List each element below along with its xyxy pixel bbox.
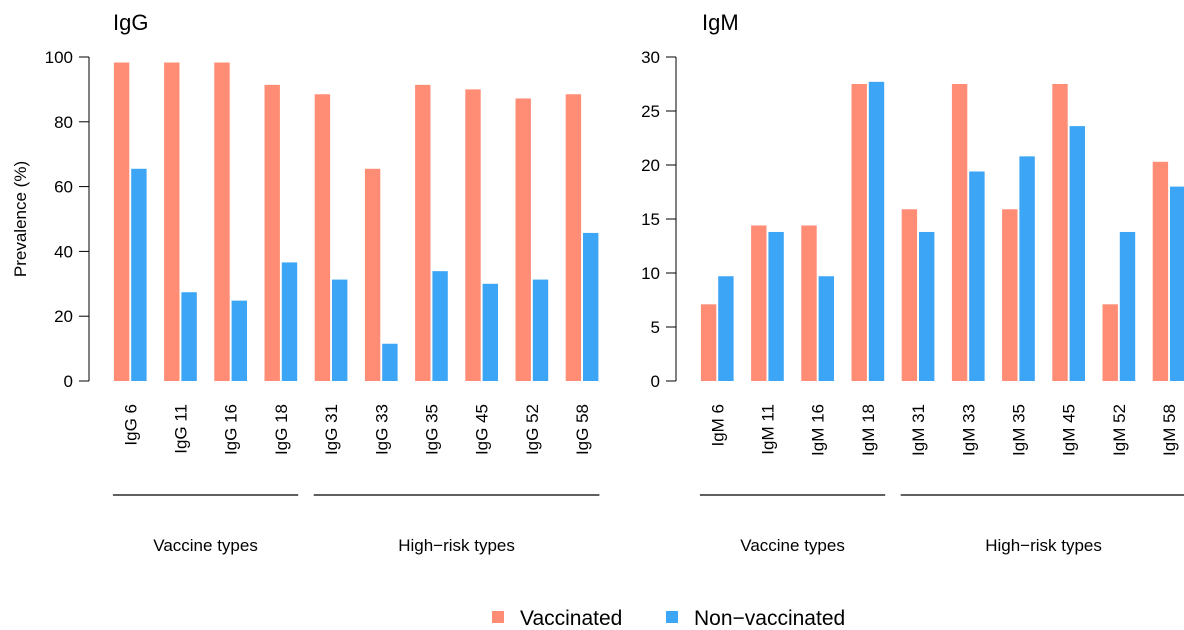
bar-vaccinated-igm-11 bbox=[751, 225, 767, 381]
bar-vaccinated-igm-52 bbox=[1102, 304, 1118, 381]
bar-non-vaccinated-igg-18 bbox=[281, 262, 298, 381]
x-tick-label: IgG 45 bbox=[473, 404, 492, 455]
chart-panel-igg: IgG Prevalence (%) 0 20 40 60 80 100 IgG 6 IgG 11… bbox=[11, 10, 600, 555]
bar-vaccinated-igg-11 bbox=[164, 62, 180, 382]
bar-non-vaccinated-igm-58 bbox=[1170, 186, 1184, 381]
bar-non-vaccinated-igm-35 bbox=[1019, 156, 1035, 381]
bar-non-vaccinated-igm-45 bbox=[1069, 126, 1085, 382]
bar-vaccinated-igm-31 bbox=[901, 209, 918, 381]
legend: Vaccinated Non−vaccinated bbox=[492, 607, 845, 630]
bar-non-vaccinated-igm-6 bbox=[718, 276, 734, 381]
y-tick-label: 40 bbox=[54, 242, 73, 261]
bar-non-vaccinated-igg-6 bbox=[131, 168, 147, 381]
bar-non-vaccinated-igg-35 bbox=[432, 271, 448, 381]
bar-non-vaccinated-igg-11 bbox=[181, 292, 197, 381]
bar-vaccinated-igm-33 bbox=[951, 84, 968, 381]
x-tick-label: IgG 11 bbox=[171, 404, 190, 454]
bar-vaccinated-igm-35 bbox=[1002, 209, 1018, 381]
x-tick-label: IgM 18 bbox=[859, 404, 878, 456]
bar-vaccinated-igm-6 bbox=[700, 304, 717, 381]
bar-vaccinated-igg-18 bbox=[264, 84, 280, 381]
x-tick-label: IgG 16 bbox=[222, 404, 241, 455]
y-tick-label: 30 bbox=[641, 48, 660, 67]
x-tick-label: IgM 45 bbox=[1060, 404, 1079, 456]
bar-non-vaccinated-igm-33 bbox=[969, 171, 985, 381]
group-label: Vaccine types bbox=[740, 536, 845, 555]
bar-vaccinated-igg-6 bbox=[113, 62, 130, 382]
y-tick-label: 20 bbox=[54, 307, 73, 326]
bar-vaccinated-igg-16 bbox=[214, 62, 230, 382]
chart-title: IgG bbox=[113, 10, 148, 35]
bar-vaccinated-igm-58 bbox=[1152, 161, 1169, 381]
bar-non-vaccinated-igm-16 bbox=[818, 276, 834, 381]
bar-vaccinated-igm-18 bbox=[851, 84, 867, 381]
x-tick-label: IgG 31 bbox=[322, 404, 341, 455]
x-tick-label: IgM 33 bbox=[959, 404, 978, 456]
bar-non-vaccinated-igm-11 bbox=[768, 231, 784, 381]
bar-non-vaccinated-igg-52 bbox=[532, 279, 549, 381]
bar-vaccinated-igg-45 bbox=[465, 89, 481, 382]
legend-swatch-vaccinated bbox=[492, 611, 504, 623]
bar-vaccinated-igg-33 bbox=[364, 168, 381, 381]
bar-vaccinated-igm-45 bbox=[1052, 84, 1068, 381]
group-label: High−risk types bbox=[398, 536, 515, 555]
y-tick-label: 0 bbox=[651, 372, 660, 391]
bar-vaccinated-igg-31 bbox=[314, 94, 331, 381]
bar-vaccinated-igg-52 bbox=[515, 98, 531, 382]
bar-non-vaccinated-igg-16 bbox=[231, 300, 247, 381]
x-tick-label: IgM 6 bbox=[708, 404, 727, 447]
bar-vaccinated-igg-35 bbox=[415, 84, 431, 381]
legend-label: Non−vaccinated bbox=[694, 607, 845, 630]
x-tick-label: IgM 35 bbox=[1009, 404, 1028, 456]
y-tick-label: 100 bbox=[45, 48, 73, 67]
x-tick-label: IgM 52 bbox=[1110, 404, 1129, 456]
y-tick-label: 20 bbox=[641, 156, 660, 175]
bar-non-vaccinated-igm-52 bbox=[1119, 231, 1136, 381]
x-tick-label: IgG 33 bbox=[372, 404, 391, 455]
legend-swatch-non-vaccinated bbox=[666, 611, 678, 623]
y-tick-label: 15 bbox=[641, 210, 660, 229]
y-tick-label: 80 bbox=[54, 113, 73, 132]
bar-non-vaccinated-igg-58 bbox=[583, 232, 599, 381]
y-tick-label: 25 bbox=[641, 102, 660, 121]
chart-title: IgM bbox=[702, 10, 739, 35]
group-label: Vaccine types bbox=[153, 536, 258, 555]
bar-non-vaccinated-igm-18 bbox=[868, 81, 885, 381]
legend-label: Vaccinated bbox=[520, 607, 622, 630]
y-tick-label: 0 bbox=[64, 372, 73, 391]
x-tick-label: IgG 58 bbox=[573, 404, 592, 455]
y-tick-label: 60 bbox=[54, 178, 73, 197]
x-tick-label: IgM 58 bbox=[1160, 404, 1179, 456]
x-tick-label: IgM 16 bbox=[809, 404, 828, 456]
bar-non-vaccinated-igg-33 bbox=[382, 343, 398, 381]
group-label: High−risk types bbox=[985, 536, 1102, 555]
bar-vaccinated-igm-16 bbox=[801, 225, 817, 381]
bar-non-vaccinated-igg-31 bbox=[332, 279, 348, 381]
x-tick-label: IgM 31 bbox=[909, 404, 928, 456]
y-tick-label: 5 bbox=[651, 318, 660, 337]
chart-panel-igm: IgM 0 5 10 15 20 25 30 IgM 6 IgM 11 IgM 16 IgM 18 Ig… bbox=[641, 10, 1184, 555]
x-tick-label: IgG 52 bbox=[523, 404, 542, 455]
x-tick-label: IgG 35 bbox=[422, 404, 441, 455]
y-axis-label: Prevalence (%) bbox=[11, 161, 30, 277]
x-tick-label: IgG 18 bbox=[272, 404, 291, 455]
x-tick-label: IgM 11 bbox=[758, 404, 777, 455]
bar-vaccinated-igg-58 bbox=[565, 94, 582, 381]
x-tick-label: IgG 6 bbox=[121, 404, 140, 446]
y-tick-label: 10 bbox=[641, 264, 660, 283]
bar-non-vaccinated-igm-31 bbox=[919, 231, 935, 381]
bar-non-vaccinated-igg-45 bbox=[482, 283, 498, 381]
